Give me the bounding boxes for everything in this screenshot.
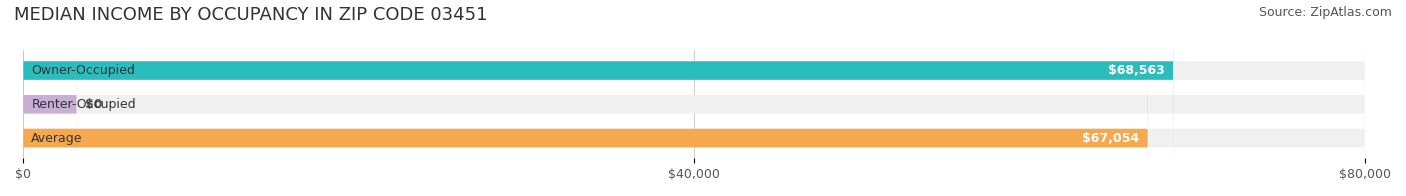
Text: $0: $0 xyxy=(86,98,103,111)
Text: $68,563: $68,563 xyxy=(1108,64,1164,77)
FancyBboxPatch shape xyxy=(22,0,1147,196)
Text: Source: ZipAtlas.com: Source: ZipAtlas.com xyxy=(1258,6,1392,19)
FancyBboxPatch shape xyxy=(22,0,1365,196)
FancyBboxPatch shape xyxy=(22,0,1365,196)
Text: Average: Average xyxy=(31,132,83,144)
Text: MEDIAN INCOME BY OCCUPANCY IN ZIP CODE 03451: MEDIAN INCOME BY OCCUPANCY IN ZIP CODE 0… xyxy=(14,6,488,24)
Text: Owner-Occupied: Owner-Occupied xyxy=(31,64,135,77)
FancyBboxPatch shape xyxy=(22,0,1365,196)
FancyBboxPatch shape xyxy=(22,0,77,196)
FancyBboxPatch shape xyxy=(22,0,1173,196)
Text: Renter-Occupied: Renter-Occupied xyxy=(31,98,136,111)
Text: $67,054: $67,054 xyxy=(1083,132,1139,144)
